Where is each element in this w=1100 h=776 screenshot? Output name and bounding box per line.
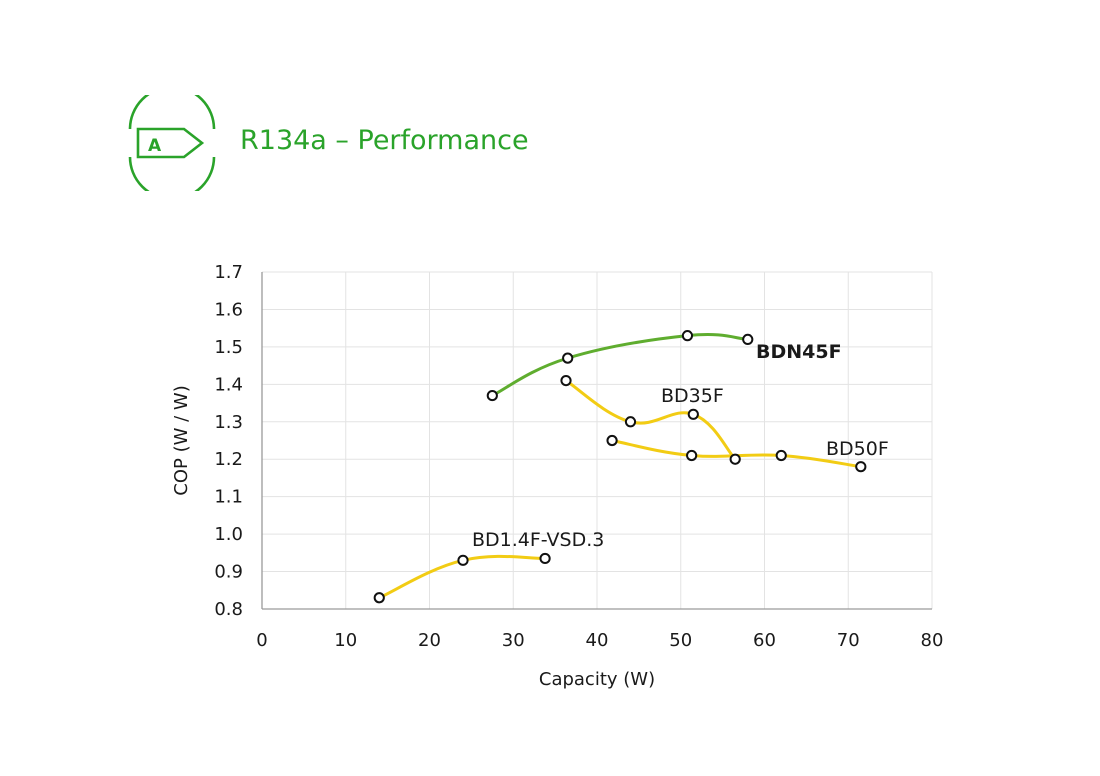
series-line-bd35f (564, 379, 737, 461)
x-axis-title: Capacity (W) (539, 669, 655, 690)
y-tick-label: 1.4 (214, 374, 243, 395)
series-lines (377, 333, 863, 600)
y-axis-title: COP (W / W) (171, 385, 192, 495)
x-tick-label: 0 (256, 630, 267, 651)
energy-class-letter: A (148, 136, 162, 156)
x-tick-label: 10 (334, 630, 357, 651)
page-title: R134a – Performance (240, 125, 529, 156)
y-tick-label: 0.9 (214, 562, 243, 583)
x-tick-label: 80 (921, 630, 944, 651)
y-tick-label: 1.6 (214, 299, 243, 320)
data-point-bd35f (560, 374, 572, 387)
series-label-bdn45f: BDN45F (756, 341, 842, 363)
data-point-bd50f (775, 449, 787, 462)
data-point-bdn45f (742, 333, 754, 345)
data-point-bd35f (729, 453, 741, 465)
data-point-bdn45f (681, 330, 694, 342)
axes: 0 10 20 30 40 50 60 70 80 0.8 0.9 1.0 1.1 1.2 1.3 1.4 1.… (171, 262, 943, 690)
y-tick-label: 1.3 (214, 412, 243, 433)
chart-header: A R134a – Performance (124, 95, 724, 191)
x-tick-label: 70 (837, 630, 860, 651)
x-tick-label: 40 (586, 630, 609, 651)
series-labels: BDN45F BD35F BD50F BD1.4F-VSD.3 (472, 341, 889, 551)
y-tick-label: 1.0 (214, 524, 243, 545)
energy-class-icon: A (128, 95, 216, 191)
y-tick-label: 1.7 (214, 262, 243, 283)
data-point-bd50f (686, 449, 698, 462)
data-point-bd50f (855, 461, 867, 473)
data-point-bd1-4f-vsd-3 (457, 554, 469, 566)
data-point-bd50f (606, 434, 618, 447)
y-tick-label: 1.5 (214, 337, 243, 358)
y-tick-label: 1.2 (214, 449, 243, 470)
series-label-bd50f: BD50F (826, 438, 889, 460)
data-markers (373, 330, 867, 604)
x-tick-label: 20 (418, 630, 441, 651)
x-tick-label: 30 (502, 630, 525, 651)
data-point-bd1-4f-vsd-3 (539, 552, 551, 565)
data-point-bdn45f (562, 352, 574, 364)
series-label-bd35f: BD35F (661, 385, 724, 407)
data-point-bd35f (624, 416, 637, 428)
grid (262, 271, 933, 609)
series-label-bd1-4f-vsd-3: BD1.4F-VSD.3 (472, 529, 604, 551)
x-tick-label: 60 (753, 630, 776, 651)
x-tick-label: 50 (669, 630, 692, 651)
y-tick-label: 1.1 (214, 487, 243, 508)
data-point-bd35f (687, 408, 699, 420)
data-point-bd1-4f-vsd-3 (373, 592, 385, 604)
series-line-bdn45f (490, 333, 750, 398)
data-point-bdn45f (486, 389, 498, 402)
y-tick-label: 0.8 (214, 599, 243, 620)
